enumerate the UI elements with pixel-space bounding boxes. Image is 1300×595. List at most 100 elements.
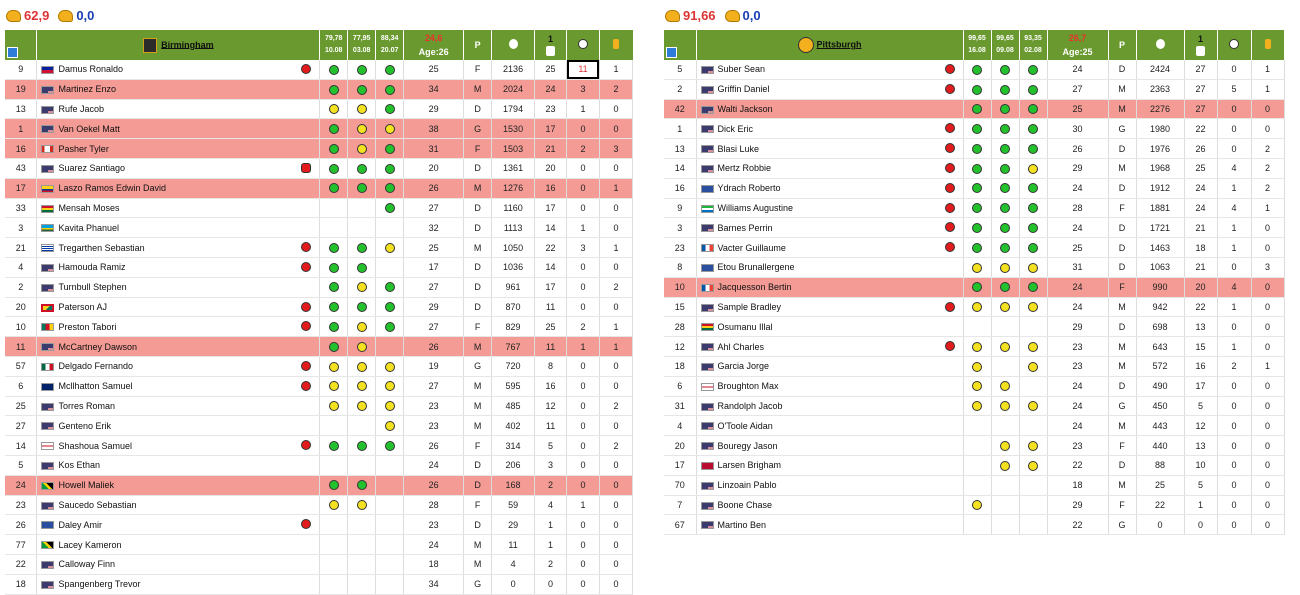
- player-row[interactable]: 57 Delgado Fernando 19 G 720 8 0 0: [5, 356, 634, 377]
- age-header[interactable]: 24,6 Age:26: [403, 30, 465, 60]
- player-name[interactable]: Suarez Santiago: [58, 163, 125, 174]
- player-row[interactable]: 25 Torres Roman 23 M 485 12 0 2: [5, 396, 634, 417]
- player-row[interactable]: 6 Mcllhatton Samuel 27 M 595 16 0 0: [5, 376, 634, 397]
- player-name[interactable]: Vacter Guillaume: [717, 242, 786, 253]
- player-row[interactable]: 77 Lacey Kameron 24 M 11 1 0 0: [5, 534, 634, 555]
- player-name[interactable]: Spangenberg Trevor: [58, 579, 141, 590]
- player-name-cell[interactable]: Laszo Ramos Edwin David: [36, 178, 321, 199]
- player-row[interactable]: 9 Damus Ronaldo 25 F 2136 25 11 1: [5, 60, 634, 80]
- player-row[interactable]: 3 Kavita Phanuel 32 D 1113 14 1 0: [5, 217, 634, 239]
- player-row[interactable]: 23 Saucedo Sebastian 28 F 59 4 1 0: [5, 495, 634, 516]
- player-row[interactable]: 27 Genteno Erik 23 M 402 11 0 0: [5, 415, 634, 437]
- player-name[interactable]: Calloway Finn: [58, 559, 115, 570]
- player-name[interactable]: Martinez Enzo: [58, 84, 116, 95]
- player-row[interactable]: 21 Tregarthen Sebastian 25 M 1050 22 3 1: [5, 237, 634, 258]
- player-name[interactable]: Griffin Daniel: [717, 84, 770, 95]
- position-header[interactable]: P: [463, 30, 493, 60]
- player-row[interactable]: 2 Turnbull Stephen 27 D 961 17 0 2: [5, 277, 634, 298]
- minutes-header[interactable]: [1136, 30, 1185, 60]
- player-name-cell[interactable]: Bouregy Jason: [696, 435, 964, 456]
- player-name-cell[interactable]: Larsen Brigham: [696, 455, 964, 476]
- player-name-cell[interactable]: Shashoua Samuel: [36, 435, 321, 456]
- player-name-cell[interactable]: Torres Roman: [36, 396, 321, 417]
- player-name-cell[interactable]: Linzoain Pablo: [696, 475, 964, 496]
- player-name-cell[interactable]: Barnes Perrin: [696, 217, 964, 239]
- player-name[interactable]: Saucedo Sebastian: [58, 499, 137, 510]
- player-name-cell[interactable]: Ydrach Roberto: [696, 178, 964, 199]
- player-row[interactable]: 23 Vacter Guillaume 25 D 1463 18 1 0: [664, 237, 1285, 258]
- player-name-cell[interactable]: Hamouda Ramiz: [36, 257, 321, 278]
- player-name-cell[interactable]: Spangenberg Trevor: [36, 574, 321, 595]
- player-name-cell[interactable]: McCartney Dawson: [36, 336, 321, 357]
- training-header-1[interactable]: 99,65 16.08: [963, 30, 992, 60]
- player-name[interactable]: Delgado Fernando: [58, 361, 134, 372]
- player-row[interactable]: 8 Etou Brunallergene 31 D 1063 21 0 3: [664, 257, 1285, 278]
- player-row[interactable]: 20 Paterson AJ 29 D 870 11 0 0: [5, 297, 634, 318]
- player-row[interactable]: 10 Jacquesson Bertin 24 F 990 20 4 0: [664, 277, 1285, 298]
- player-name[interactable]: Larsen Brigham: [717, 460, 782, 471]
- player-name-cell[interactable]: Sample Bradley: [696, 297, 964, 318]
- player-name-cell[interactable]: Paterson AJ: [36, 297, 321, 318]
- player-name[interactable]: Dick Eric: [717, 123, 754, 134]
- player-name-cell[interactable]: Rufe Jacob: [36, 99, 321, 120]
- player-name[interactable]: Walti Jackson: [717, 103, 773, 114]
- player-row[interactable]: 26 Daley Amir 23 D 29 1 0 0: [5, 514, 634, 536]
- player-name-cell[interactable]: Dick Eric: [696, 118, 964, 140]
- player-row[interactable]: 20 Bouregy Jason 23 F 440 13 0 0: [664, 435, 1285, 456]
- player-name[interactable]: Mcllhatton Samuel: [58, 381, 133, 392]
- player-name-cell[interactable]: Calloway Finn: [36, 554, 321, 575]
- player-name[interactable]: Daley Amir: [58, 519, 102, 530]
- player-name-cell[interactable]: Blasi Luke: [696, 138, 964, 159]
- player-row[interactable]: 67 Martino Ben 22 G 0 0 0 0: [664, 514, 1285, 536]
- player-name-cell[interactable]: Walti Jackson: [696, 99, 964, 120]
- player-row[interactable]: 14 Mertz Robbie 29 M 1968 25 4 2: [664, 158, 1285, 179]
- player-name-cell[interactable]: Osumanu Illal: [696, 316, 964, 338]
- player-row[interactable]: 11 McCartney Dawson 26 M 767 11 1 1: [5, 336, 634, 357]
- goals-header[interactable]: [566, 30, 600, 60]
- number-header[interactable]: [664, 30, 697, 60]
- player-row[interactable]: 16 Ydrach Roberto 24 D 1912 24 1 2: [664, 178, 1285, 199]
- player-row[interactable]: 1 Van Oekel Matt 38 G 1530 17 0 0: [5, 118, 634, 140]
- player-row[interactable]: 18 Garcia Jorge 23 M 572 16 2 1: [664, 356, 1285, 377]
- team-name-link[interactable]: Pittsburgh: [816, 39, 862, 50]
- player-name-cell[interactable]: Kos Ethan: [36, 455, 321, 476]
- player-row[interactable]: 16 Pasher Tyler 31 F 1503 21 2 3: [5, 138, 634, 159]
- player-name[interactable]: Bouregy Jason: [717, 440, 778, 451]
- player-name-cell[interactable]: Damus Ronaldo: [36, 60, 321, 80]
- training-header-2[interactable]: 77,95 03.08: [347, 30, 377, 60]
- player-name[interactable]: Lacey Kameron: [58, 539, 122, 550]
- player-name[interactable]: Hamouda Ramiz: [58, 262, 126, 273]
- player-name-cell[interactable]: Pasher Tyler: [36, 138, 321, 159]
- player-name[interactable]: Ahl Charles: [717, 341, 765, 352]
- player-name[interactable]: Van Oekel Matt: [58, 123, 120, 134]
- player-name-cell[interactable]: Genteno Erik: [36, 415, 321, 437]
- player-row[interactable]: 17 Larsen Brigham 22 D 88 10 0 0: [664, 455, 1285, 476]
- player-row[interactable]: 14 Shashoua Samuel 26 F 314 5 0 2: [5, 435, 634, 456]
- minutes-header[interactable]: [491, 30, 536, 60]
- player-name-cell[interactable]: Martinez Enzo: [36, 79, 321, 100]
- games-header[interactable]: 1: [1184, 30, 1218, 60]
- player-name-cell[interactable]: Kavita Phanuel: [36, 217, 321, 239]
- player-name[interactable]: Williams Augustine: [717, 202, 794, 213]
- player-name[interactable]: Tregarthen Sebastian: [58, 242, 145, 253]
- team-name-header[interactable]: Pittsburgh: [696, 30, 964, 60]
- player-name[interactable]: Etou Brunallergene: [717, 262, 795, 273]
- player-row[interactable]: 17 Laszo Ramos Edwin David 26 M 1276 16 0 1: [5, 178, 634, 199]
- player-row[interactable]: 5 Suber Sean 24 D 2424 27 0 1: [664, 60, 1285, 80]
- player-name-cell[interactable]: Suber Sean: [696, 60, 964, 80]
- player-row[interactable]: 13 Rufe Jacob 29 D 1794 23 1 0: [5, 99, 634, 120]
- player-row[interactable]: 4 Hamouda Ramiz 17 D 1036 14 0 0: [5, 257, 634, 278]
- player-name-cell[interactable]: Tregarthen Sebastian: [36, 237, 321, 258]
- player-name[interactable]: Garcia Jorge: [717, 361, 770, 372]
- player-row[interactable]: 9 Williams Augustine 28 F 1881 24 4 1: [664, 198, 1285, 219]
- player-name[interactable]: Laszo Ramos Edwin David: [58, 183, 167, 194]
- number-header[interactable]: [5, 30, 38, 60]
- player-row[interactable]: 42 Walti Jackson 25 M 2276 27 0 0: [664, 99, 1285, 120]
- player-name-cell[interactable]: Boone Chase: [696, 495, 964, 516]
- player-name[interactable]: Torres Roman: [58, 400, 115, 411]
- player-name-cell[interactable]: Mensah Moses: [36, 198, 321, 219]
- player-name[interactable]: Osumanu Illal: [717, 321, 773, 332]
- player-row[interactable]: 4 O'Toole Aidan 24 M 443 12 0 0: [664, 415, 1285, 437]
- player-name-cell[interactable]: Williams Augustine: [696, 198, 964, 219]
- player-name-cell[interactable]: Daley Amir: [36, 514, 321, 536]
